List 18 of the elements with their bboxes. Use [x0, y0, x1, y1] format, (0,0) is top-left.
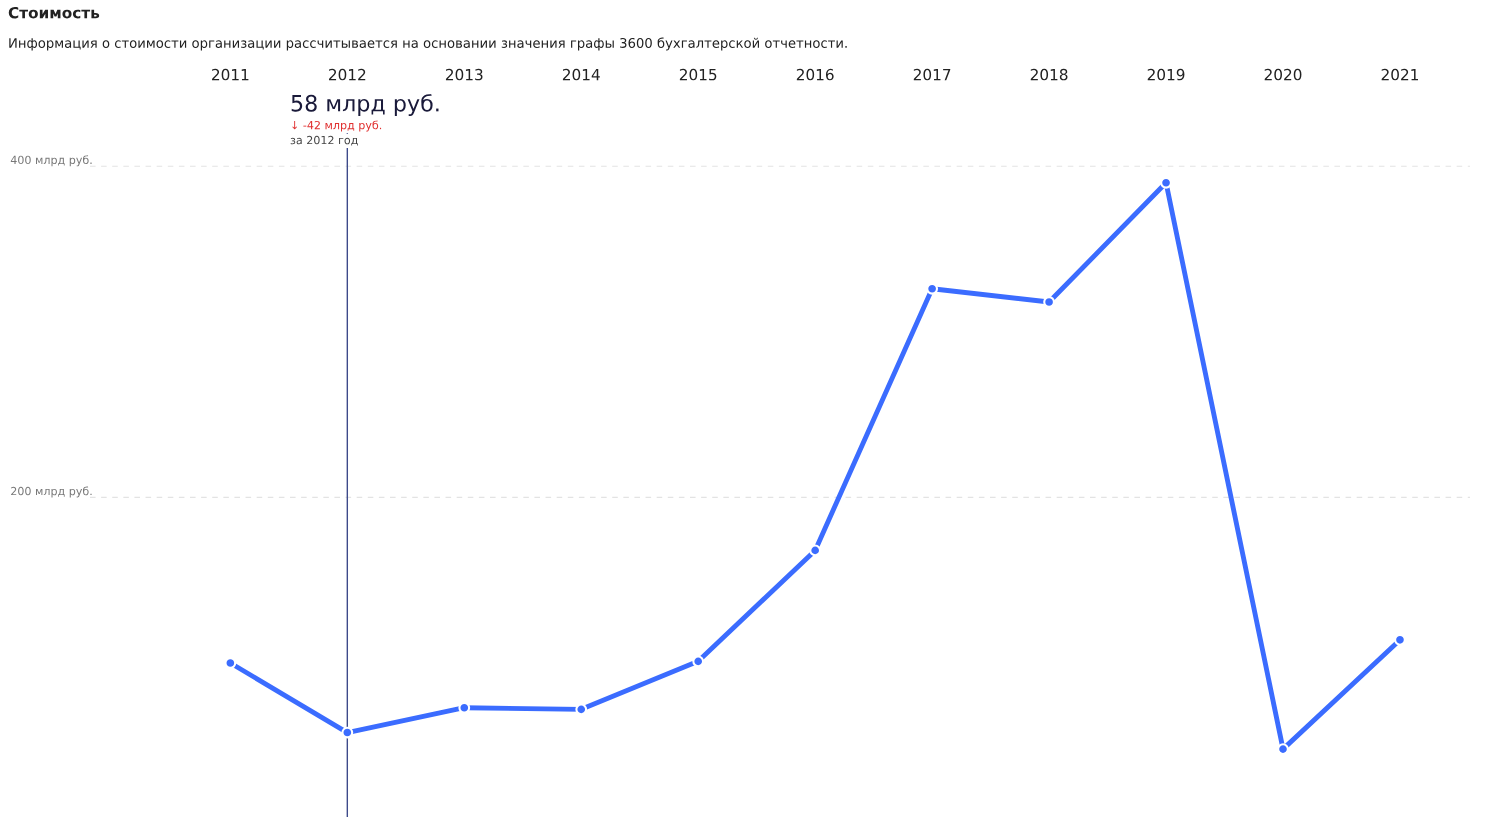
x-tick-label: 2020	[1264, 68, 1302, 81]
x-tick-label: 2021	[1381, 68, 1418, 81]
y-tick-label: 400 млрд руб.	[10, 155, 92, 167]
annotation: за 2012 год	[290, 135, 358, 146]
x-tick-label: 2013	[445, 68, 483, 81]
x-tick-label: 2012	[328, 68, 366, 81]
annotation: ↓ -42 млрд руб.	[292, 120, 382, 132]
y-tick-label: 200 млрд руб.	[11, 486, 92, 498]
x-tick-label: 2015	[679, 68, 717, 81]
annotation: 58 млрд руб.	[291, 94, 439, 116]
x-tick-label: 2017	[913, 68, 951, 81]
x-tick-label: 2019	[1147, 68, 1185, 81]
chart-subtitle: Информация о стоимости организации рассчитывается на основании значения графы 3600 бухгалтерской отчетности.	[9, 37, 847, 51]
x-tick-label: 2011	[212, 68, 249, 81]
x-tick-label: 2016	[796, 68, 834, 81]
x-tick-label: 2014	[562, 68, 600, 81]
x-tick-label: 2018	[1030, 68, 1068, 81]
chart-title: Стоимость	[8, 6, 100, 19]
